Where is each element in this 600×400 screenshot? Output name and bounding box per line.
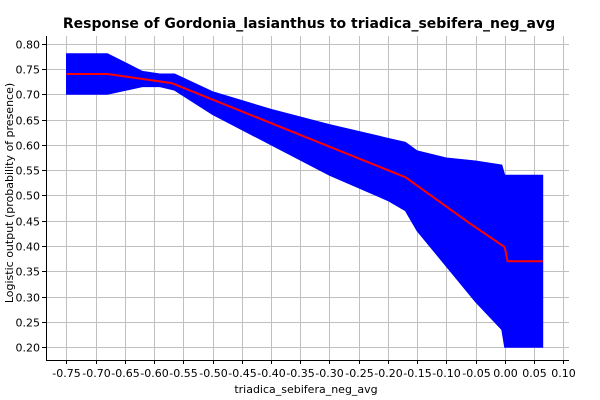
x-tick-label: -0.05 bbox=[462, 367, 490, 380]
x-tick-label: -0.55 bbox=[169, 367, 197, 380]
x-tick-label: 0.00 bbox=[493, 367, 518, 380]
y-tick-label: 0.70 bbox=[16, 89, 41, 102]
x-tick-label: -0.75 bbox=[52, 367, 80, 380]
y-tick-label: 0.25 bbox=[16, 317, 41, 330]
x-tick-label: -0.20 bbox=[374, 367, 402, 380]
y-tick-label: 0.45 bbox=[16, 216, 41, 229]
response-line-layer bbox=[66, 73, 543, 263]
y-tick-label: 0.35 bbox=[16, 266, 41, 279]
x-tick-label: -0.35 bbox=[286, 367, 314, 380]
x-tick-label: -0.65 bbox=[111, 367, 139, 380]
x-tick-label: -0.45 bbox=[228, 367, 256, 380]
confidence-band bbox=[66, 53, 544, 348]
y-tick-label: 0.50 bbox=[16, 190, 41, 203]
x-tick-label: -0.40 bbox=[257, 367, 285, 380]
y-tick-label: 0.60 bbox=[16, 140, 41, 153]
x-tick-label: -0.25 bbox=[345, 367, 373, 380]
x-tick-label: 0.10 bbox=[551, 367, 576, 380]
chart-title: Response of Gordonia_lasianthus to triad… bbox=[63, 16, 555, 32]
x-tick-label: -0.15 bbox=[403, 367, 431, 380]
x-tick-label: -0.10 bbox=[432, 367, 460, 380]
y-axis-label: Logistic output (probability of presence… bbox=[3, 83, 16, 303]
x-tick-label: -0.70 bbox=[82, 367, 110, 380]
x-tick-label: -0.30 bbox=[315, 367, 343, 380]
x-tick-label: 0.05 bbox=[522, 367, 547, 380]
response-line bbox=[66, 73, 543, 263]
y-tick-label: 0.40 bbox=[16, 241, 41, 254]
confidence-band-layer bbox=[66, 53, 544, 348]
x-tick-label: -0.50 bbox=[199, 367, 227, 380]
tick-labels: -0.75 -0.70 -0.65 -0.60 -0.55 -0.50 -0.45 -0.40… bbox=[16, 39, 576, 381]
x-axis-label: triadica_sebifera_neg_avg bbox=[234, 383, 377, 396]
y-tick-label: 0.55 bbox=[16, 165, 41, 178]
y-tick-label: 0.30 bbox=[16, 292, 41, 305]
y-tick-label: 0.75 bbox=[16, 64, 41, 77]
y-tick-label: 0.65 bbox=[16, 115, 41, 128]
x-tick-label: -0.60 bbox=[140, 367, 168, 380]
y-tick-label: 0.20 bbox=[16, 342, 41, 355]
y-tick-label: 0.80 bbox=[16, 39, 41, 52]
axes bbox=[42, 36, 569, 364]
